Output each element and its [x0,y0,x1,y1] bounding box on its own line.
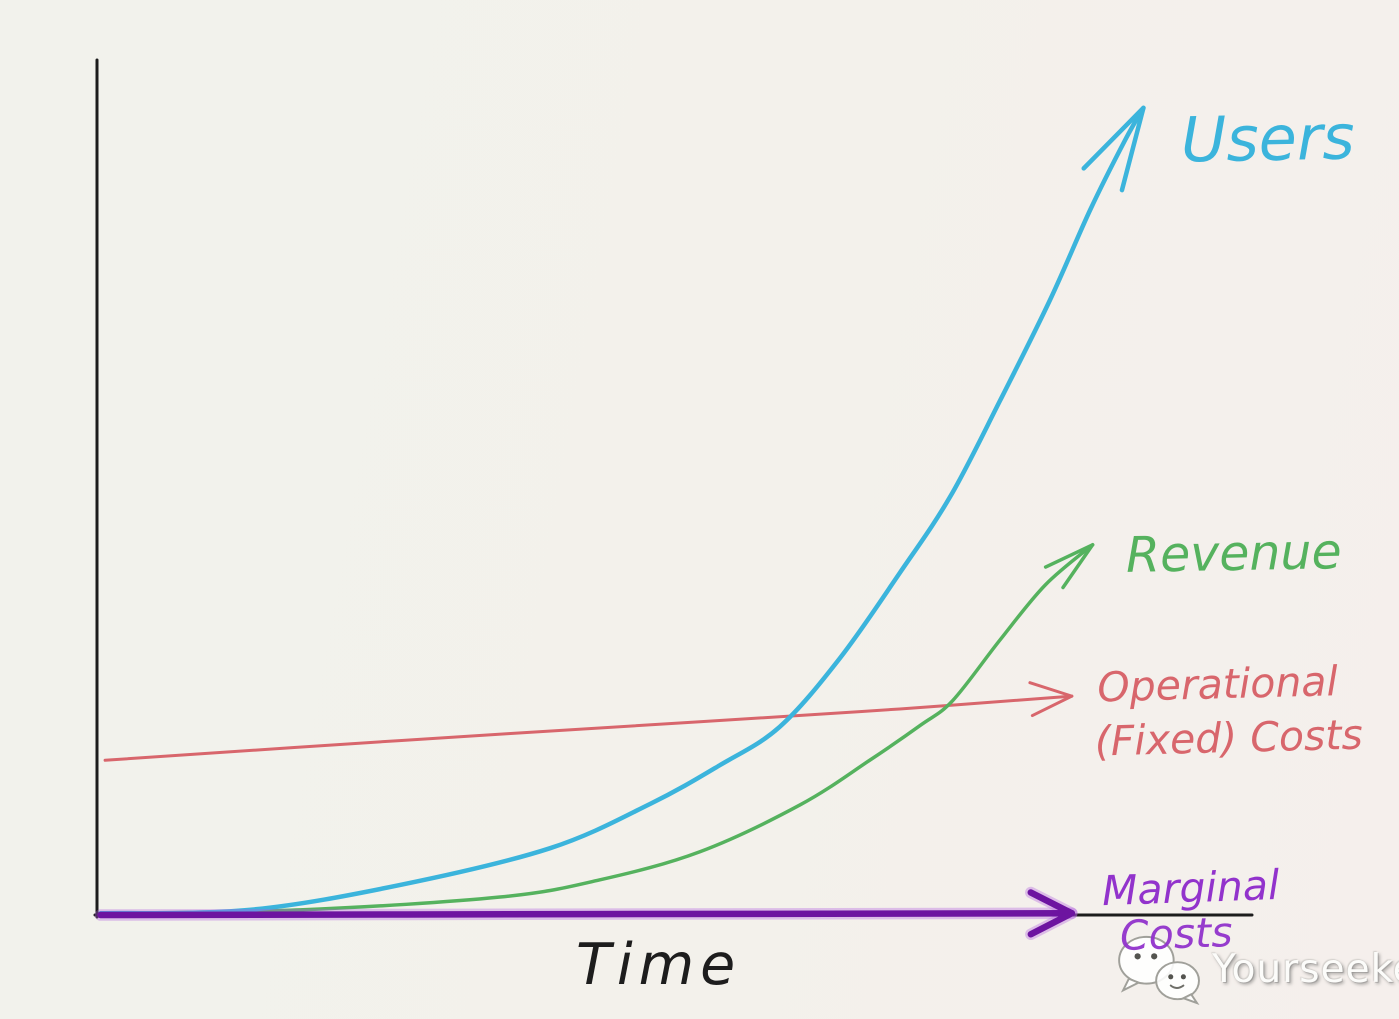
series-label-users: Users [1180,100,1356,177]
series-curve-marginal-costs [97,910,1076,919]
series-curve-operational-fixed-costs [103,694,1074,762]
series-curve-users [98,105,1146,916]
series-label-marginal-line1: Marginal [1101,860,1281,916]
operational-label-line1: Operational [1096,657,1339,712]
series-label-operational-costs: Operational (Fixed) Costs [1094,654,1364,769]
series-arrowhead-marginal-costs [1027,889,1076,938]
x-axis-label: Time [576,932,742,998]
series-curves [94,105,1146,940]
wechat-chat-icon [1118,935,1200,1005]
series-arrowhead-operational-fixed-costs [1028,681,1074,718]
watermark: Yourseeker [1112,932,1399,1006]
series-curve-revenue [98,543,1095,916]
series-label-revenue: Revenue [1125,523,1343,584]
series-label-marginal-line2: Costs [1119,908,1234,960]
operational-label-line2: (Fixed) Costs [1094,710,1364,766]
series-arrowhead-revenue [1043,543,1095,590]
series-arrowhead-users [1081,105,1146,193]
watermark-text: Yourseeker [1212,946,1399,992]
